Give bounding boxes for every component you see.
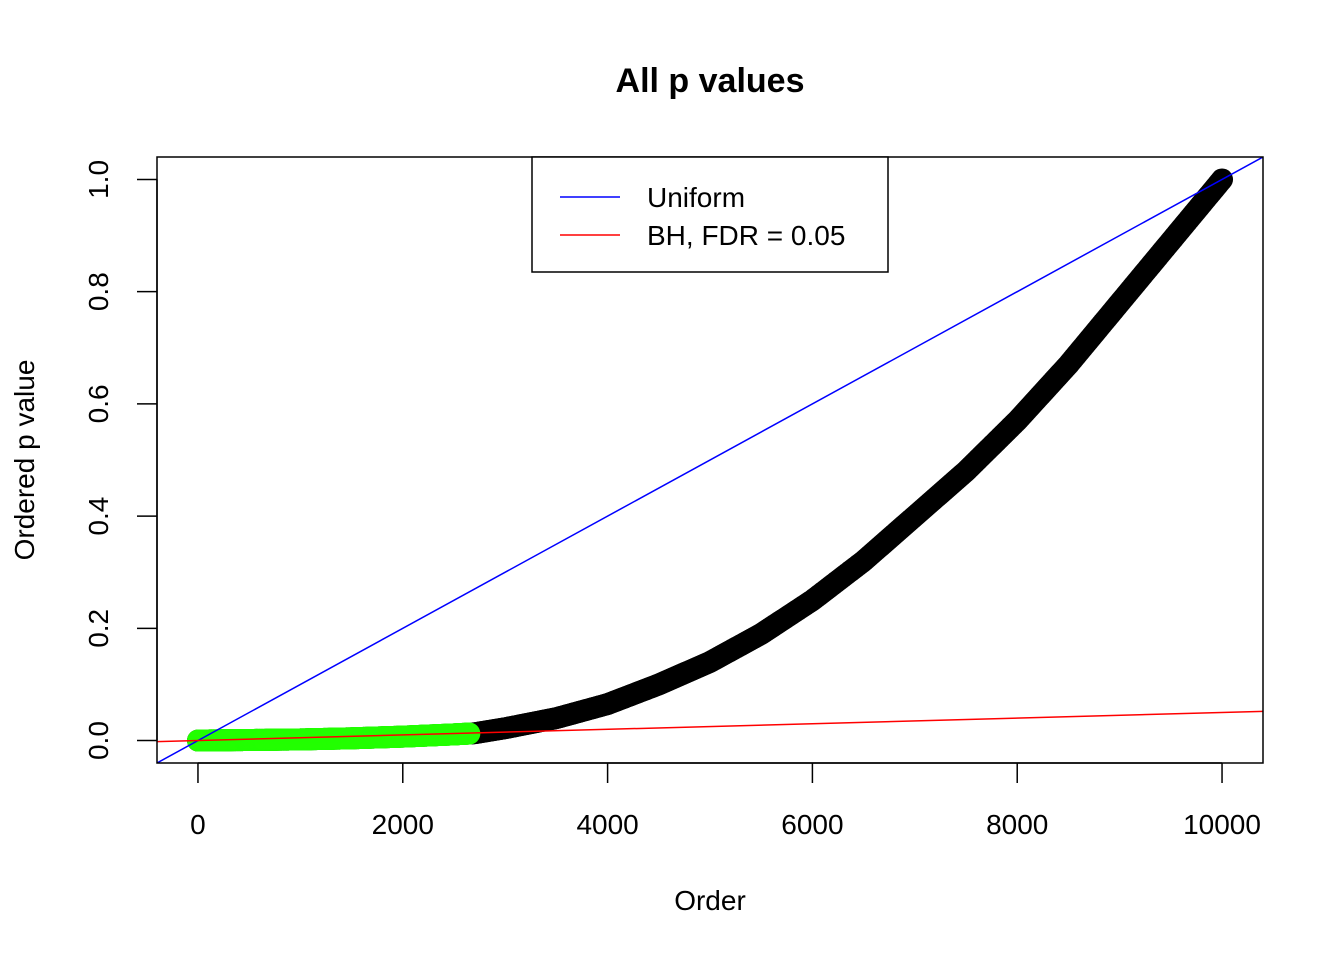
y-tick-label: 0.6 <box>83 384 114 423</box>
y-axis: 0.0 0.2 0.4 0.6 0.8 1.0 <box>83 160 158 760</box>
abline-bh-fdr-0-05 <box>157 710 1263 743</box>
legend-label-bh: BH, FDR = 0.05 <box>647 220 845 251</box>
x-tick-label: 6000 <box>781 809 843 840</box>
chart-title: All p values <box>616 62 805 100</box>
x-axis-label: Order <box>674 885 746 916</box>
x-tick-label: 0 <box>190 809 206 840</box>
x-tick-label: 2000 <box>372 809 434 840</box>
y-tick-label: 0.2 <box>83 609 114 648</box>
legend-box <box>531 156 889 273</box>
point-series-1 <box>186 722 481 752</box>
y-tick-label: 1.0 <box>83 160 114 199</box>
abline-uniform <box>157 157 1263 763</box>
y-tick-label: 0.4 <box>83 497 114 536</box>
x-tick-label: 8000 <box>986 809 1048 840</box>
y-tick-label: 0.8 <box>83 272 114 311</box>
x-axis: 0 2000 4000 6000 8000 10000 <box>190 762 1261 840</box>
y-tick-label: 0.0 <box>83 721 114 760</box>
x-tick-label: 4000 <box>576 809 638 840</box>
legend-label-uniform: Uniform <box>647 182 745 213</box>
x-tick-label: 10000 <box>1183 809 1261 840</box>
reference-lines <box>157 157 1263 763</box>
legend: Uniform BH, FDR = 0.05 <box>531 156 889 273</box>
plot-content <box>157 157 1263 763</box>
y-axis-label: Ordered p value <box>9 360 40 561</box>
